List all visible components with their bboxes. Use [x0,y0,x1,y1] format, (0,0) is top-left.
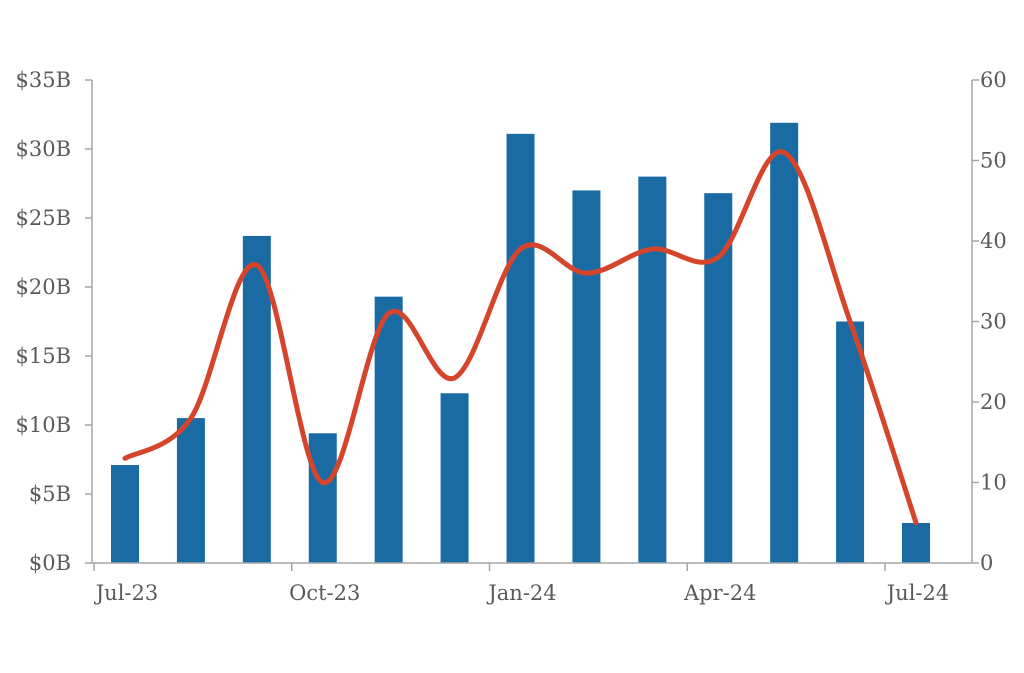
bar-feb-24 [572,190,601,563]
y-left-tick-label: $15B [15,344,71,368]
bar-jul-23 [111,465,139,563]
y-left-tick-label: $5B [29,482,71,506]
trend-line [122,149,919,526]
y-right-tick-label: 10 [980,471,1007,495]
bar-jul-24 [902,522,931,563]
bar-may-24 [770,122,799,563]
y-left-tick-label: $30B [15,137,71,161]
y-left-tick-label: $25B [15,206,71,230]
y-left-tick-label: $20B [15,275,71,299]
y-right-tick-label: 20 [980,390,1007,414]
y-right-tick-label: 40 [980,229,1007,253]
x-tick-label: Jul-24 [885,581,949,605]
bar-mar-24 [638,176,667,563]
x-tick-label: Jan-24 [486,581,556,605]
bar-jun-24 [836,321,865,563]
bars-layer [111,122,931,563]
bar-jan-24 [506,133,535,563]
y-right-tick-label: 0 [980,551,993,575]
bar-sep-23 [242,235,271,563]
y-left-tick-label: $35B [15,68,71,92]
y-right-tick-label: 30 [980,310,1007,334]
bar-dec-23 [440,393,469,563]
y-left-tick-label: $0B [29,551,71,575]
x-tick-label: Apr-24 [683,581,756,605]
labels-layer: $0B $5B $10B $15B $20B $25B $30B $35B 0 10 20 30 40 5… [15,68,1006,605]
bar-oct-23 [308,433,337,563]
y-right-tick-label: 50 [980,149,1007,173]
y-right-tick-label: 60 [980,68,1007,92]
bar-aug-23 [176,418,205,563]
y-left-tick-label: $10B [15,413,71,437]
bar-nov-23 [374,296,403,563]
x-tick-label: Oct-23 [289,581,360,605]
ticks-layer [85,79,979,571]
x-tick-label: Jul-23 [94,581,158,605]
